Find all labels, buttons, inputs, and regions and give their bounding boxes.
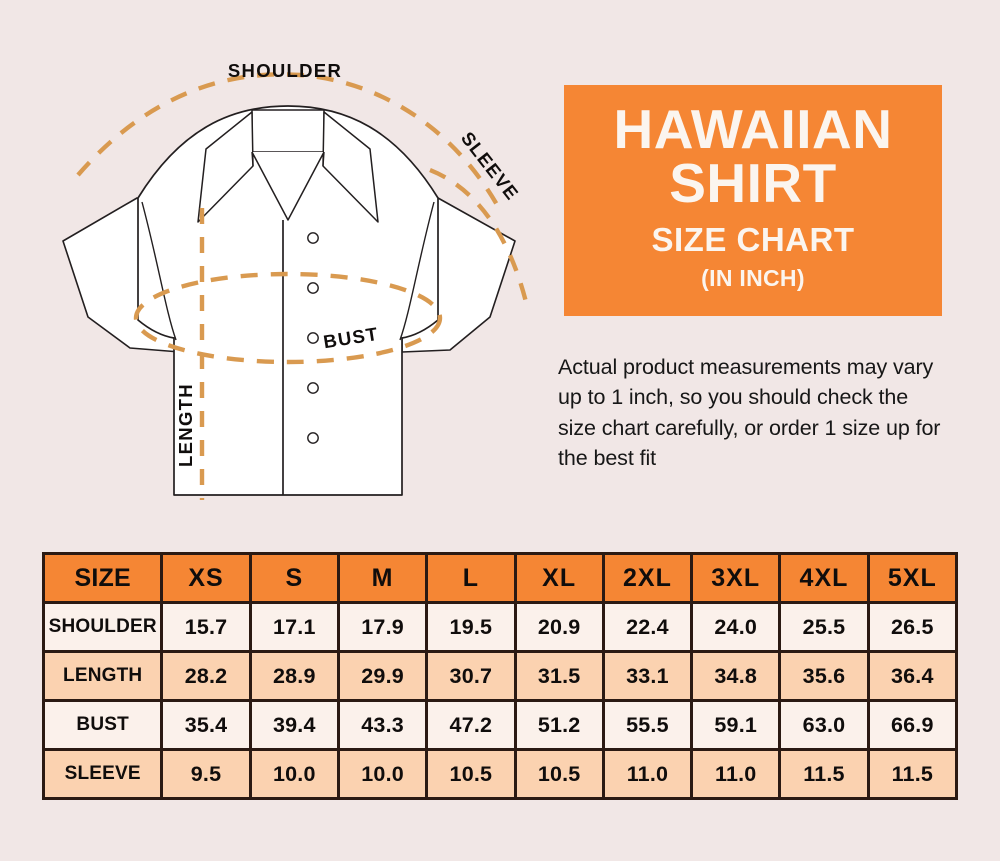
measurement-note: Actual product measurements may vary up …: [558, 354, 941, 471]
table-row: SLEEVE 9.5 10.0 10.0 10.5 10.5 11.0 11.0…: [41, 748, 959, 800]
cell-bust-3xl: 59.1: [690, 699, 782, 751]
shirt-outline-group: [62, 105, 516, 496]
cell-shoulder-5xl: 26.5: [866, 601, 959, 653]
shirt-button: [307, 282, 319, 294]
collar-right-fold: [322, 151, 325, 167]
shirt-button: [307, 382, 319, 394]
cell-sleeve-l: 10.5: [425, 748, 517, 800]
cell-length-xl: 31.5: [513, 650, 605, 702]
table-row: BUST 35.4 39.4 43.3 47.2 51.2 55.5 59.1 …: [41, 699, 959, 751]
cell-bust-l: 47.2: [425, 699, 517, 751]
cell-bust-xs: 35.4: [160, 699, 252, 751]
cell-bust-4xl: 63.0: [778, 699, 870, 751]
length-label: LENGTH: [175, 383, 196, 467]
shirt-button: [307, 332, 319, 344]
title-line-2: SHIRT: [669, 152, 837, 214]
cell-bust-5xl: 66.9: [866, 699, 959, 751]
row-label-shoulder: SHOULDER: [41, 601, 164, 653]
header-cell-xl: XL: [513, 552, 605, 604]
collar-v-fold: [251, 151, 325, 221]
cell-sleeve-3xl: 11.0: [690, 748, 782, 800]
shirt-button: [307, 432, 319, 444]
cell-sleeve-2xl: 11.0: [601, 748, 694, 800]
cell-length-4xl: 35.6: [778, 650, 870, 702]
collar-right-wing: [322, 111, 379, 223]
header-cell-3xl: 3XL: [690, 552, 782, 604]
cell-bust-2xl: 55.5: [601, 699, 694, 751]
cell-shoulder-m: 17.9: [336, 601, 429, 653]
table-row: SHOULDER 15.7 17.1 17.9 19.5 20.9 22.4 2…: [41, 601, 959, 653]
bust-guide-line: [133, 271, 443, 365]
title-banner: HAWAIIAN SHIRT SIZE CHART (IN INCH): [564, 85, 942, 316]
cell-shoulder-2xl: 22.4: [601, 601, 694, 653]
title-line-1: HAWAIIAN: [613, 98, 893, 161]
collar-left-fold: [251, 151, 254, 167]
cell-shoulder-xs: 15.7: [160, 601, 252, 653]
header-cell-5xl: 5XL: [866, 552, 959, 604]
header-cell-4xl: 4XL: [778, 552, 870, 604]
cell-sleeve-5xl: 11.5: [866, 748, 959, 800]
cell-sleeve-4xl: 11.5: [778, 748, 870, 800]
header-cell-m: M: [336, 552, 429, 604]
header-cell-l: L: [425, 552, 517, 604]
cell-sleeve-xs: 9.5: [160, 748, 252, 800]
table-header-row: SIZE XS S M L XL 2XL 3XL 4XL 5XL: [41, 552, 959, 604]
title-subtitle: SIZE CHART: [651, 220, 855, 258]
cell-sleeve-s: 10.0: [248, 748, 340, 800]
measurement-guides: [76, 72, 529, 500]
header-cell-2xl: 2XL: [601, 552, 694, 604]
row-label-sleeve: SLEEVE: [41, 748, 164, 800]
cell-length-2xl: 33.1: [601, 650, 694, 702]
cell-length-s: 28.9: [248, 650, 340, 702]
cell-length-m: 29.9: [336, 650, 429, 702]
cell-shoulder-3xl: 24.0: [690, 601, 782, 653]
cell-length-3xl: 34.8: [690, 650, 782, 702]
shoulder-guide-line: [76, 72, 502, 212]
size-table-container: SIZE XS S M L XL 2XL 3XL 4XL 5XL SHOULDE…: [41, 552, 959, 800]
cell-shoulder-l: 19.5: [425, 601, 517, 653]
cell-shoulder-s: 17.1: [248, 601, 340, 653]
size-table: SIZE XS S M L XL 2XL 3XL 4XL 5XL SHOULDE…: [41, 552, 959, 800]
cell-sleeve-xl: 10.5: [513, 748, 605, 800]
header-cell-xs: XS: [160, 552, 252, 604]
shirt-diagram: SHOULDER SLEEVE BUST LENGTH: [30, 30, 550, 520]
cell-length-xs: 28.2: [160, 650, 252, 702]
table-row: LENGTH 28.2 28.9 29.9 30.7 31.5 33.1 34.…: [41, 650, 959, 702]
cell-shoulder-xl: 20.9: [513, 601, 605, 653]
row-label-length: LENGTH: [41, 650, 164, 702]
left-armhole-seam: [141, 201, 177, 341]
cell-bust-m: 43.3: [336, 699, 429, 751]
cell-sleeve-m: 10.0: [336, 748, 429, 800]
shoulder-label: SHOULDER: [228, 60, 342, 81]
header-cell-s: S: [248, 552, 340, 604]
header-cell-size: SIZE: [41, 552, 164, 604]
cell-bust-s: 39.4: [248, 699, 340, 751]
collar-stand: [251, 109, 325, 153]
cell-shoulder-4xl: 25.5: [778, 601, 870, 653]
shirt-button: [307, 232, 319, 244]
collar-left-wing: [197, 111, 254, 223]
cell-length-5xl: 36.4: [866, 650, 959, 702]
cell-length-l: 30.7: [425, 650, 517, 702]
row-label-bust: BUST: [41, 699, 164, 751]
title-unit: (IN INCH): [701, 264, 805, 291]
right-armhole-seam: [399, 201, 435, 341]
cell-bust-xl: 51.2: [513, 699, 605, 751]
